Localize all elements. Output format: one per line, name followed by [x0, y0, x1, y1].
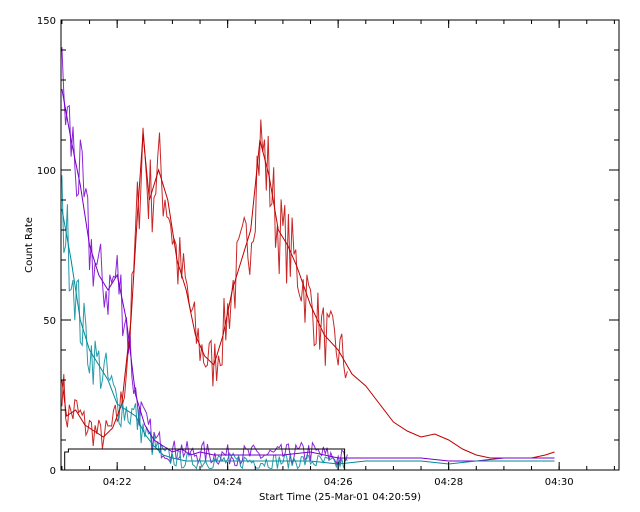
y-axis-title: Count Rate: [24, 217, 35, 273]
y-tick-label: 50: [43, 316, 56, 327]
y-tick-label: 0: [50, 466, 56, 477]
x-tick-label: 04:30: [545, 477, 574, 488]
series-noise-0: [61, 119, 348, 449]
ticks-layer: 04:22 04:24 04:26 04:28 04:30 0 50 100 150: [37, 16, 619, 488]
series-layer: [61, 88, 555, 470]
series-noise-2: [61, 175, 348, 470]
series-fluctuation-layer: [61, 47, 348, 470]
y-tick-label: 150: [37, 16, 56, 27]
x-tick-label: 04:22: [103, 477, 132, 488]
y-tick-label: 100: [37, 166, 56, 177]
x-axis-title: Start Time (25-Mar-01 04:20:59): [259, 492, 421, 503]
series-line-2: [61, 208, 555, 465]
series-line-3: [64, 448, 346, 470]
x-tick-label: 04:26: [324, 477, 353, 488]
x-tick-label: 04:28: [434, 477, 463, 488]
plot-frame: [60, 19, 620, 471]
series-line-1: [61, 88, 555, 462]
x-tick-label: 04:24: [213, 477, 242, 488]
series-line-0: [61, 133, 555, 459]
series-noise-1: [61, 47, 348, 467]
